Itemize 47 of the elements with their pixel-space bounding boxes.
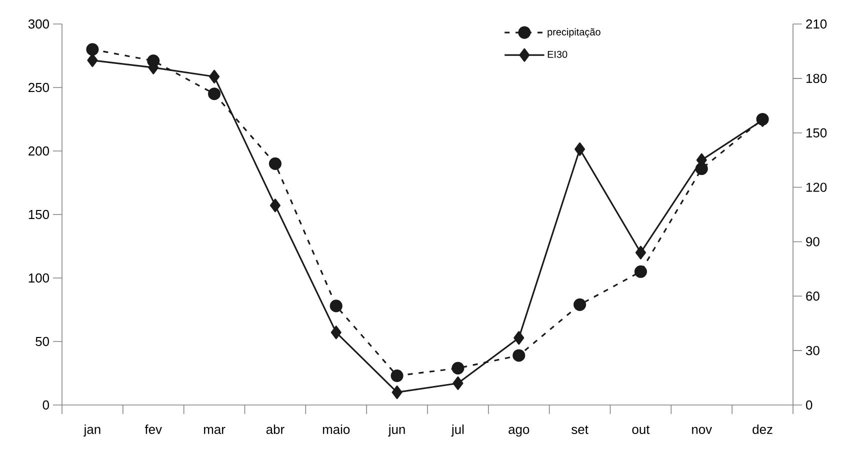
point <box>574 142 586 156</box>
point <box>634 265 647 278</box>
x-tick-label: set <box>572 426 588 434</box>
x-tick-label: jun <box>388 424 405 437</box>
y2-tick-label: 60 <box>806 292 820 301</box>
y2-tick-label: 120 <box>806 182 827 192</box>
point <box>268 157 282 170</box>
point <box>330 326 342 340</box>
x-tick-label: mar <box>204 426 226 434</box>
legend-label: EI30 <box>548 50 568 58</box>
point <box>512 349 526 362</box>
point <box>452 362 464 374</box>
y2-tick-label: 210 <box>806 19 827 29</box>
y2-tick-label: 0 <box>806 400 812 410</box>
point <box>390 370 404 382</box>
point <box>270 198 280 212</box>
point <box>452 376 464 390</box>
y-tick-label: 200 <box>28 146 50 156</box>
x-tick-label: out <box>632 426 650 434</box>
x-tick-label: fev <box>144 424 162 434</box>
y-tick-label: 250 <box>28 82 50 92</box>
point <box>392 386 402 400</box>
x-tick-label: jul <box>451 424 464 437</box>
point <box>514 331 524 345</box>
y2-tick-label: 90 <box>806 237 820 246</box>
legend-label: precipitação <box>548 28 600 38</box>
y-tick-label: 50 <box>36 336 50 346</box>
point <box>574 298 586 311</box>
x-tick-label: jan <box>84 424 100 437</box>
point <box>330 300 342 312</box>
point <box>208 88 221 100</box>
point <box>209 70 220 84</box>
point <box>635 246 646 260</box>
point <box>87 54 98 68</box>
x-tick-label: nov <box>692 426 712 434</box>
y-tick-label: 100 <box>28 273 50 283</box>
point <box>86 43 99 56</box>
y2-tick-label: 30 <box>806 346 820 356</box>
y-tick-label: 300 <box>28 19 50 29</box>
y2-tick-label: 180 <box>806 74 827 84</box>
y2-tick-label: 150 <box>806 128 827 138</box>
y-tick-label: 150 <box>28 210 50 220</box>
x-tick-label: ago <box>508 426 530 437</box>
y-tick-label: 0 <box>42 400 50 410</box>
x-tick-label: maio <box>322 424 350 434</box>
x-tick-label: dez <box>752 424 772 434</box>
x-tick-label: abr <box>266 424 284 434</box>
